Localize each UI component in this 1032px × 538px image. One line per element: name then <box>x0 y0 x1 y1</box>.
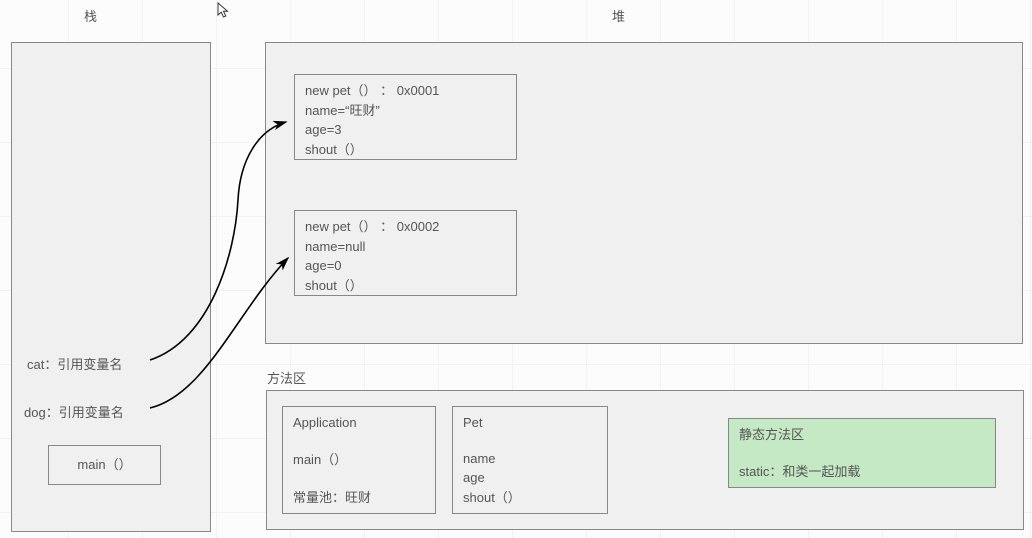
static-line1: 静态方法区 <box>739 425 985 445</box>
heap-object-1: new pet（） ： 0x0001 name=“旺财” age=3 shout… <box>294 74 517 160</box>
pet-line2: name <box>463 449 597 469</box>
obj2-line3: age=0 <box>305 256 506 276</box>
stack-title: 栈 <box>84 6 97 25</box>
dog-ref-label: dog：引用变量名 <box>24 402 124 421</box>
cursor-icon <box>217 2 231 20</box>
obj2-line1: new pet（） ： 0x0002 <box>305 217 506 237</box>
stack-main-frame: main（） <box>48 445 161 485</box>
obj1-line2: name=“旺财” <box>305 101 506 121</box>
pet-line4: shout（） <box>463 488 597 508</box>
method-area-pet: Pet name age shout（） <box>452 406 608 514</box>
obj1-line1: new pet（） ： 0x0001 <box>305 81 506 101</box>
obj1-line3: age=3 <box>305 120 506 140</box>
method-area-application: Application main（） 常量池：旺财 <box>282 406 436 514</box>
stack-main-label: main（） <box>77 455 131 475</box>
app-line3: 常量池：旺财 <box>293 488 425 508</box>
pet-line3: age <box>463 468 597 488</box>
heap-title: 堆 <box>612 6 625 25</box>
method-area-title: 方法区 <box>267 368 306 387</box>
app-line1: Application <box>293 413 425 433</box>
obj1-line4: shout（） <box>305 140 506 160</box>
obj2-line4: shout（） <box>305 276 506 296</box>
app-line2: main（） <box>293 450 425 470</box>
heap-object-2: new pet（） ： 0x0002 name=null age=0 shout… <box>294 210 517 296</box>
static-method-area: 静态方法区 static：和类一起加载 <box>728 418 996 488</box>
obj2-line2: name=null <box>305 237 506 257</box>
cat-ref-label: cat：引用变量名 <box>27 354 122 373</box>
pet-line1: Pet <box>463 413 597 433</box>
static-line2: static：和类一起加载 <box>739 462 985 482</box>
